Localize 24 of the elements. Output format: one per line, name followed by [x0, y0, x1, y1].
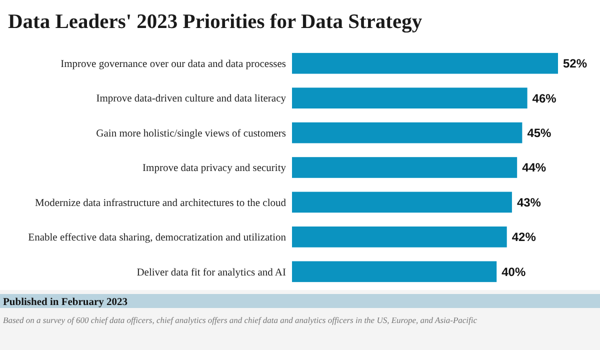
chart-title: Data Leaders' 2023 Priorities for Data Strategy — [8, 11, 423, 33]
y-tick-label: Modernize data infrastructure and architectures to the cloud — [34, 198, 287, 209]
data-label: 42% — [512, 230, 536, 244]
bar — [292, 88, 528, 108]
bar — [292, 52, 558, 74]
bar — [292, 122, 522, 144]
bar — [292, 157, 518, 178]
data-label: 52% — [563, 56, 588, 71]
data-label: 44% — [522, 160, 546, 175]
bar — [292, 192, 512, 213]
y-tick-label: Gain more holistic/single views of customers — [96, 128, 286, 140]
data-label: 46% — [532, 91, 557, 106]
y-tick-label: Enable effective data sharing, democratization and utilization — [28, 232, 287, 244]
bar — [292, 261, 497, 282]
y-tick-label: Improve governance over our data and data processes — [60, 59, 286, 70]
text: Published in February 2023 — [3, 297, 128, 308]
y-tick-label: Improve data-driven culture and data literacy — [96, 94, 287, 105]
bar — [292, 226, 507, 248]
data-label: 45% — [527, 126, 552, 140]
data-label: 40% — [502, 264, 526, 279]
y-tick-label: Deliver data fit for analytics and AI — [136, 267, 286, 278]
data-label: 43% — [516, 195, 542, 210]
text: Based on a survey of 600 chief data officers, chief analytics offers and chief data and analytics officers in the US, Europe, and Asia-Pacific — [3, 315, 478, 325]
y-tick-label: Improve data privacy and security — [142, 163, 287, 174]
